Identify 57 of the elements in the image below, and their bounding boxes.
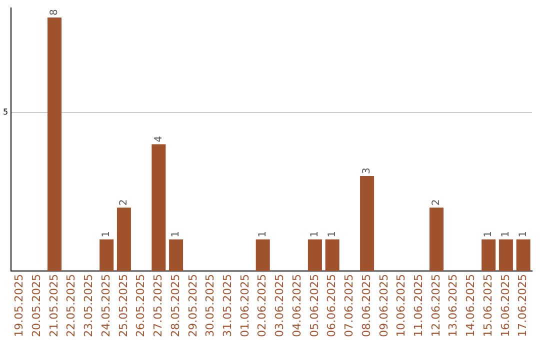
data-label: 1 [500,230,512,238]
bar [360,176,374,272]
bar [152,144,166,272]
x-tick-label: 23.05.2025 [82,274,96,338]
x-tick-label: 31.05.2025 [220,274,234,338]
bar [116,208,131,272]
x-tick-label: 07.06.2025 [342,274,356,338]
bar [100,239,114,272]
x-tick-label: 21.05.2025 [47,274,60,338]
x-tick-label: 10.06.2025 [394,274,408,338]
x-tick-label: 05.06.2025 [308,274,321,338]
data-label: 2 [431,199,442,206]
x-tick-label: 22.05.2025 [64,274,78,338]
bar [482,239,496,272]
x-tick-label: 24.05.2025 [99,274,112,338]
x-tick-label: 14.06.2025 [464,274,478,338]
bar [169,239,184,272]
x-tick-label: 19.05.2025 [12,274,26,338]
x-tick-label: 15.06.2025 [481,274,494,338]
data-label: 8 [49,9,60,16]
x-tick-label: 17.06.2025 [516,274,530,338]
x-tick-label: 27.05.2025 [152,274,165,338]
bar [429,208,444,272]
bar [516,239,530,272]
x-tick-label: 11.06.2025 [412,274,425,338]
data-label: 1 [518,230,529,238]
x-tick-label: 08.06.2025 [360,274,373,338]
data-label: 4 [153,136,164,142]
bar [325,239,340,272]
bar [498,239,513,272]
x-tick-label: 03.06.2025 [273,274,286,338]
x-tick-label: 30.05.2025 [204,274,217,338]
x-tick-label: 09.06.2025 [377,274,390,338]
x-tick-label: 28.05.2025 [168,274,182,338]
y-tick-label: 5 [2,108,8,117]
x-tick-label: 06.06.2025 [325,274,338,338]
x-tick-label: 29.05.2025 [186,274,200,338]
x-tick-label: 01.06.2025 [238,274,252,338]
bar [308,239,322,272]
x-tick-label: 12.06.2025 [429,274,442,338]
data-label: 1 [483,230,494,238]
data-label: 1 [257,230,268,238]
x-tick-label: 25.05.2025 [116,274,130,338]
x-tick-label: 20.05.2025 [30,274,43,338]
data-label: 2 [118,199,130,206]
bar [256,239,270,272]
data-label: 1 [101,230,112,238]
data-label: 3 [362,168,373,174]
x-tick-label: 02.06.2025 [256,274,269,338]
x-tick-label: 13.06.2025 [446,274,460,338]
data-label: 1 [170,230,182,238]
data-label: 1 [326,230,338,238]
x-tick-label: 04.06.2025 [290,274,304,338]
x-tick-label: 26.05.2025 [134,274,148,338]
x-tick-label: 16.06.2025 [498,274,512,338]
data-label: 1 [310,230,321,238]
bar [47,18,62,272]
